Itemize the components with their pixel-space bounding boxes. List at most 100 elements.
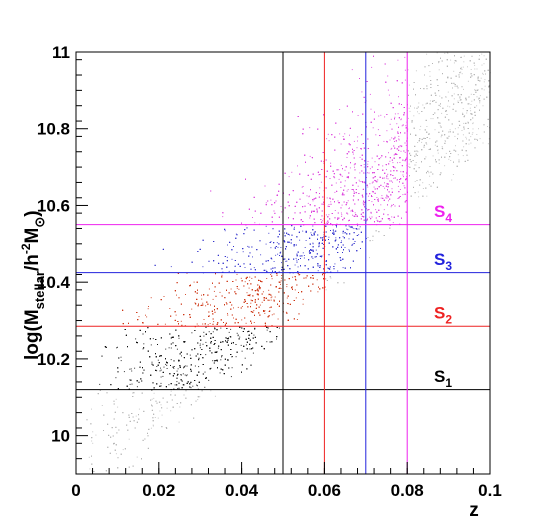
scatter-point: [440, 136, 442, 138]
scatter-point: [445, 96, 447, 98]
scatter-point: [374, 176, 376, 178]
scatter-point: [325, 289, 327, 291]
scatter-point: [214, 327, 216, 329]
scatter-point: [326, 197, 328, 199]
scatter-point: [248, 280, 250, 282]
scatter-point: [454, 85, 456, 87]
scatter-point: [259, 288, 261, 290]
scatter-point: [316, 212, 318, 214]
scatter-point: [303, 255, 305, 256]
scatter-point: [294, 264, 296, 266]
scatter-point: [235, 233, 237, 235]
scatter-point: [236, 273, 238, 275]
scatter-point: [417, 111, 418, 113]
scatter-point: [297, 165, 298, 167]
scatter-point: [429, 75, 431, 77]
scatter-point: [432, 118, 434, 120]
scatter-point: [176, 348, 178, 350]
scatter-point: [398, 135, 400, 137]
scatter-point: [459, 99, 461, 101]
scatter-point: [183, 384, 185, 386]
scatter-point: [342, 267, 344, 269]
scatter-point: [420, 125, 422, 127]
scatter-point: [349, 134, 350, 136]
scatter-point: [142, 348, 144, 350]
scatter-point: [426, 126, 428, 127]
scatter-point: [397, 162, 398, 164]
scatter-point: [291, 287, 293, 289]
scatter-point: [305, 240, 307, 241]
scatter-point: [233, 307, 234, 309]
scatter-point: [186, 365, 188, 367]
scatter-point: [248, 287, 250, 289]
scatter-point: [302, 230, 304, 232]
scatter-point: [131, 370, 133, 372]
scatter-point: [352, 200, 354, 202]
scatter-point: [201, 294, 202, 296]
scatter-point: [359, 226, 361, 228]
scatter-point: [95, 434, 97, 436]
scatter-point: [387, 173, 389, 175]
scatter-point: [159, 355, 160, 357]
scatter-point: [483, 55, 485, 57]
scatter-point: [202, 323, 204, 325]
scatter-point: [468, 96, 470, 98]
scatter-point: [454, 128, 456, 130]
scatter-point: [230, 376, 232, 378]
scatter-point: [281, 277, 282, 279]
scatter-point: [186, 272, 188, 274]
scatter-point: [219, 372, 221, 374]
scatter-point: [369, 257, 370, 259]
scatter-point: [254, 222, 256, 224]
scatter-point: [128, 438, 130, 440]
scatter-point: [462, 108, 464, 110]
scatter-point: [160, 382, 162, 384]
scatter-point: [363, 166, 365, 168]
scatter-point: [288, 176, 290, 178]
scatter-point: [312, 242, 314, 244]
scatter-point: [386, 130, 388, 132]
scatter-point: [383, 209, 385, 211]
scatter-point: [196, 323, 198, 325]
scatter-point: [239, 336, 241, 338]
scatter-point: [327, 222, 329, 224]
scatter-point: [274, 296, 276, 298]
scatter-point: [231, 356, 233, 358]
scatter-point: [203, 331, 205, 333]
scatter-point: [460, 66, 462, 68]
scatter-point: [165, 363, 167, 365]
scatter-point: [470, 113, 472, 114]
scatter-point: [185, 375, 187, 377]
scatter-point: [339, 109, 341, 110]
scatter-point: [91, 408, 92, 410]
scatter-point: [380, 204, 382, 206]
scatter-point: [221, 274, 223, 276]
scatter-point: [270, 297, 272, 299]
scatter-point: [150, 344, 152, 346]
scatter-point: [393, 177, 395, 179]
scatter-point: [293, 226, 295, 228]
scatter-point: [179, 406, 181, 408]
scatter-point: [299, 274, 301, 275]
scatter-point: [266, 327, 268, 328]
scatter-point: [447, 52, 449, 54]
scatter-point: [202, 302, 204, 304]
scatter-point: [390, 118, 392, 120]
scatter-point: [338, 169, 340, 171]
scatter-point: [474, 68, 476, 70]
scatter-point: [162, 375, 164, 377]
scatter-point: [181, 380, 183, 382]
scatter-point: [277, 253, 279, 255]
scatter-point: [344, 180, 346, 182]
scatter-point: [334, 177, 336, 179]
scatter-point: [381, 195, 383, 197]
scatter-point: [454, 135, 456, 137]
scatter-point: [371, 157, 373, 159]
scatter-point: [208, 331, 210, 333]
scatter-point: [295, 297, 297, 299]
scatter-point: [428, 172, 430, 174]
scatter-point: [409, 110, 411, 112]
scatter-point: [363, 164, 365, 165]
scatter-point: [317, 291, 319, 293]
